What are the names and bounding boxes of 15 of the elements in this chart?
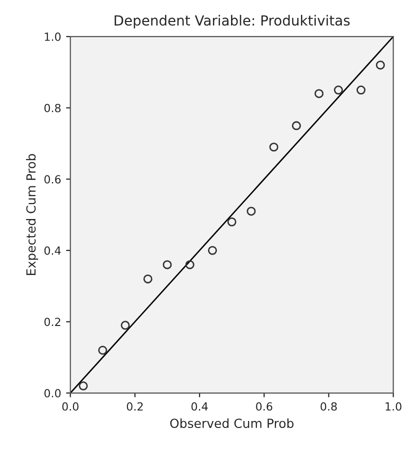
- y-axis-title: Expected Cum Prob: [26, 154, 38, 275]
- x-tick-label: 0.4: [191, 402, 208, 411]
- y-tick-label: 0.6: [44, 175, 61, 184]
- x-tick-label: 0.8: [320, 402, 337, 411]
- x-tick-label: 1.0: [386, 402, 402, 411]
- x-tick-label: 0.2: [126, 402, 143, 411]
- y-tick-label: 0.0: [44, 388, 61, 398]
- y-tick-label: 0.4: [44, 246, 61, 255]
- x-axis-title: Observed Cum Prob: [170, 418, 294, 428]
- y-tick-label: 0.8: [44, 104, 61, 112]
- y-tick-label: 0.2: [44, 318, 60, 326]
- x-tick-label: 0.0: [62, 402, 78, 411]
- chart-title: Dependent Variable: Produktivitas: [114, 14, 350, 28]
- x-tick-label: 0.6: [256, 402, 272, 411]
- y-tick-label: 1.0: [44, 32, 61, 41]
